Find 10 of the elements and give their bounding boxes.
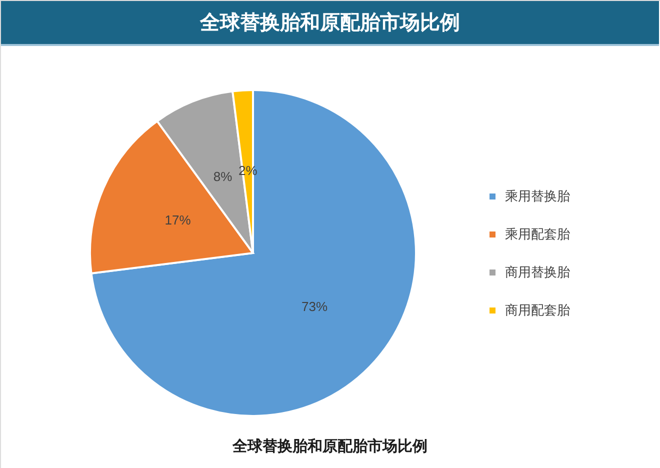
data-label: 73% xyxy=(301,299,328,314)
data-label: 2% xyxy=(238,163,258,178)
legend-label: 商用配套胎 xyxy=(505,302,570,318)
legend-label: 商用替换胎 xyxy=(505,264,570,280)
legend-label: 乘用配套胎 xyxy=(505,226,570,242)
chart-title: 全球替换胎和原配胎市场比例 xyxy=(199,11,460,34)
text: 全球替换胎和原配胎市场比例 xyxy=(232,437,428,455)
data-label: 17% xyxy=(164,212,192,228)
legend-label: 乘用替换胎 xyxy=(505,188,570,204)
data-label: 8% xyxy=(213,168,233,184)
